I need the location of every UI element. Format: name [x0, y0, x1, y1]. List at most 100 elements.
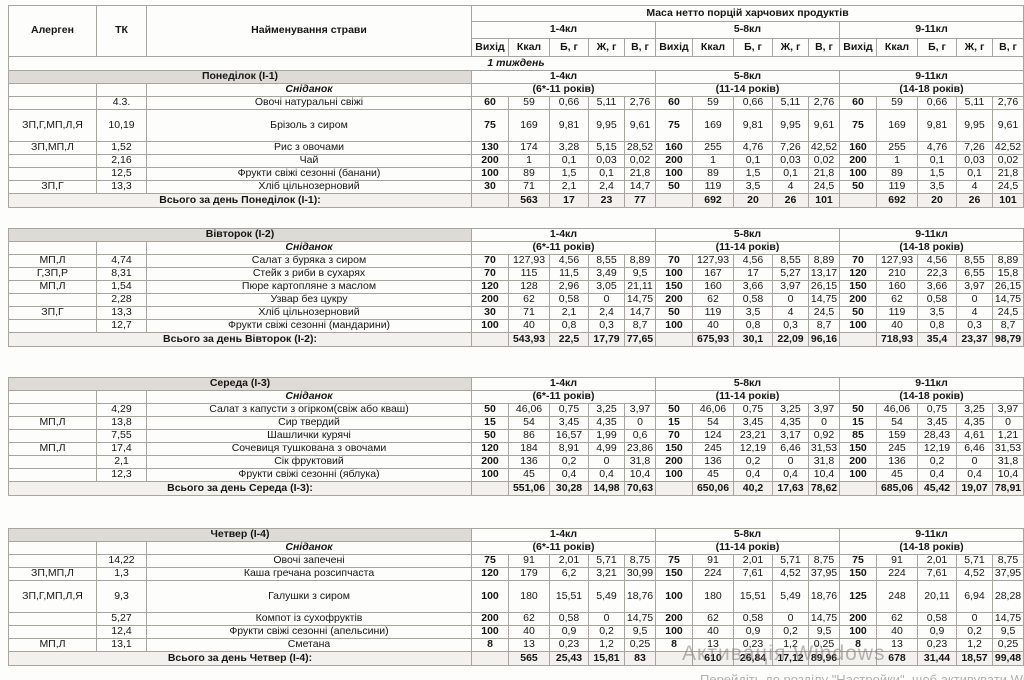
value-cell: 0,9 [733, 625, 773, 639]
header-mass-title: Маса нетто порцій харчових продуктів [470, 5, 1024, 22]
value-cell: 224 [692, 567, 734, 581]
tk-cell [96, 390, 147, 404]
portion-cell: 200 [471, 293, 509, 307]
value-cell: 3,21 [588, 567, 625, 581]
value-cell: 14,75 [991, 293, 1024, 307]
portion-cell: 75 [471, 109, 509, 142]
value-cell: 4 [772, 306, 809, 320]
portion-cell: 200 [471, 154, 509, 168]
day-name: Четвер (I-4) [8, 528, 472, 542]
value-cell: 3,66 [733, 280, 773, 294]
tk-cell [96, 241, 147, 255]
portion-cell: 120 [471, 280, 509, 294]
value-cell: 3,97 [808, 403, 840, 417]
portion-cell: 100 [839, 468, 877, 482]
header-row-columns: Вихід Ккал Б, г Ж, г В, г Вихід Ккал Б, г Ж, г В,… [9, 38, 1024, 57]
value-cell: 2,1 [549, 306, 589, 320]
section-gap-cell [9, 347, 1024, 378]
value-cell: 136 [508, 455, 550, 469]
value-cell: 0,1 [549, 154, 589, 168]
portion-cell: 200 [839, 293, 877, 307]
total-value-cell: 692 [876, 193, 918, 208]
meal-row: Сніданок (6*-11 років) (11-14 років) (14-18… [8, 390, 1024, 404]
value-cell: 2,01 [549, 554, 589, 568]
portion-cell [655, 481, 693, 496]
value-cell: 255 [876, 141, 918, 155]
tk-cell: 4.3. [96, 96, 147, 110]
value-cell: 128 [508, 280, 550, 294]
value-cell: 71 [508, 306, 550, 320]
dish-row: Г,ЗП,Р 8,31 Стейк з риби в сухарях 70 115 11,… [8, 267, 1024, 281]
allergen-cell [8, 96, 97, 110]
day-band-row: Вівторок (I-2) 1-4кл 5-8кл 9-11кл [8, 228, 1024, 242]
tk-cell [96, 541, 147, 555]
value-cell: 0,2 [733, 455, 773, 469]
week-row: 1 тиждень [7, 56, 1024, 71]
value-cell: 0 [588, 455, 625, 469]
dish-cell: Хліб цільнозерновий [146, 180, 472, 194]
portion-cell: 50 [839, 180, 877, 194]
portion-cell: 100 [655, 625, 693, 639]
value-cell: 0,1 [772, 167, 809, 181]
day-group-class: 1-4кл [471, 377, 656, 391]
day-total-row: Всього за день Середа (I-3): 551,06 30,28 1… [8, 481, 1024, 496]
value-cell: 0 [772, 293, 809, 307]
portion-cell: 70 [655, 429, 693, 443]
value-cell: 4,76 [917, 141, 957, 155]
value-cell: 24,5 [991, 180, 1024, 194]
tk-cell: 2,1 [96, 455, 147, 469]
total-value-cell: 31,44 [917, 651, 957, 666]
total-value-cell: 17,63 [772, 481, 809, 496]
value-cell: 0 [956, 293, 993, 307]
allergen-cell [8, 612, 97, 626]
portion-cell: 50 [471, 429, 509, 443]
dish-row: 4,29 Салат з капусти з огірком(свіж або к… [8, 403, 1024, 417]
total-value-cell: 20 [917, 193, 957, 208]
total-value-cell: 78,91 [991, 481, 1024, 496]
value-cell: 0,8 [917, 319, 957, 333]
value-cell: 8,89 [624, 254, 656, 268]
value-cell: 2,76 [991, 96, 1024, 110]
tk-cell: 13,3 [96, 306, 147, 320]
dish-cell: Сир твердий [146, 416, 472, 430]
value-cell: 0,58 [733, 293, 773, 307]
value-cell: 3,25 [588, 403, 625, 417]
day-group-age: (11-14 років) [655, 241, 840, 255]
value-cell: 0 [956, 455, 993, 469]
value-cell: 16,57 [549, 429, 589, 443]
value-cell: 0 [772, 455, 809, 469]
total-value-cell: 26,84 [733, 651, 773, 666]
value-cell: 14,75 [808, 612, 840, 626]
value-cell: 15,51 [549, 580, 589, 613]
day-group-age: (11-14 років) [655, 83, 840, 97]
dish-cell: Узвар без цукру [146, 293, 472, 307]
value-cell: 136 [876, 455, 918, 469]
value-cell: 0,23 [733, 638, 773, 652]
value-cell: 0,75 [917, 403, 957, 417]
dish-cell: Компот із сухофруктів [146, 612, 472, 626]
value-cell: 30,99 [624, 567, 656, 581]
total-value-cell: 101 [991, 193, 1024, 208]
value-cell: 0,2 [917, 455, 957, 469]
portion-cell: 75 [471, 554, 509, 568]
value-cell: 119 [876, 306, 918, 320]
dish-row: 12,3 Фрукти свіжі сезонні (яблука) 100 45 0,… [8, 468, 1024, 482]
value-cell: 0,4 [917, 468, 957, 482]
total-value-cell: 692 [692, 193, 734, 208]
value-cell: 89 [692, 167, 734, 181]
day-group-class: 1-4кл [471, 228, 656, 242]
value-cell: 46,06 [876, 403, 918, 417]
value-cell: 0 [588, 612, 625, 626]
meal-label: Сніданок [146, 241, 472, 255]
value-cell: 54 [876, 416, 918, 430]
value-cell: 0,1 [733, 154, 773, 168]
portion-cell: 200 [655, 612, 693, 626]
value-cell: 0,1 [588, 167, 625, 181]
day-group-age: (14-18 років) [838, 390, 1024, 404]
tk-cell: 10,19 [96, 109, 147, 142]
meal-label: Сніданок [146, 83, 472, 97]
dish-row: ЗП,Г,МП,Л,Я 10,19 Брізоль з сиром 75 169 9,81… [8, 109, 1024, 142]
total-value-cell: 17,12 [772, 651, 809, 666]
day-total-row: Всього за день Вівторок (I-2): 543,93 22,5… [8, 332, 1024, 347]
dish-cell: Рис з овочами [146, 141, 472, 155]
